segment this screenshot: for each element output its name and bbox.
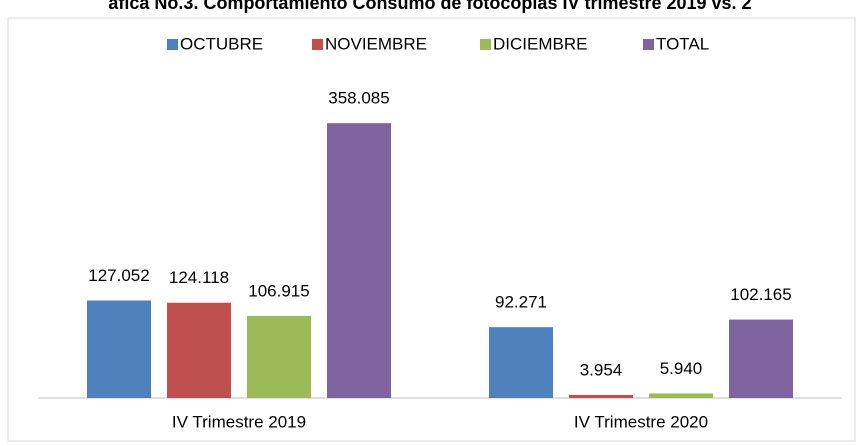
- bar: [167, 302, 231, 398]
- x-tick-label: IV Trimestre 2020: [574, 412, 708, 431]
- value-label: 3.954: [580, 360, 623, 379]
- legend-label: NOVIEMBRE: [325, 34, 427, 53]
- legend-swatch: [480, 39, 491, 50]
- bar: [247, 315, 311, 398]
- value-label: 102.165: [730, 285, 791, 304]
- legend-label: DICIEMBRE: [493, 34, 587, 53]
- x-tick-label: IV Trimestre 2019: [172, 412, 306, 431]
- bar: [489, 327, 553, 398]
- legend-label: OCTUBRE: [180, 34, 263, 53]
- legend-swatch: [167, 39, 178, 50]
- bar: [729, 319, 793, 398]
- value-label: 124.118: [169, 268, 229, 287]
- bar: [87, 300, 151, 398]
- chart-title: áfica No.3. Comportamiento Consumo de fo…: [108, 0, 751, 13]
- legend-swatch: [643, 39, 654, 50]
- legend-label: TOTAL: [656, 34, 709, 53]
- value-label: 92.271: [495, 293, 547, 312]
- value-label: 127.052: [88, 266, 149, 285]
- value-label: 5.940: [660, 359, 703, 378]
- bar: [649, 393, 713, 398]
- bar: [327, 123, 391, 398]
- bar: [569, 394, 633, 398]
- legend-swatch: [312, 39, 323, 50]
- value-label: 106.915: [248, 281, 309, 300]
- value-label: 358.085: [328, 89, 389, 108]
